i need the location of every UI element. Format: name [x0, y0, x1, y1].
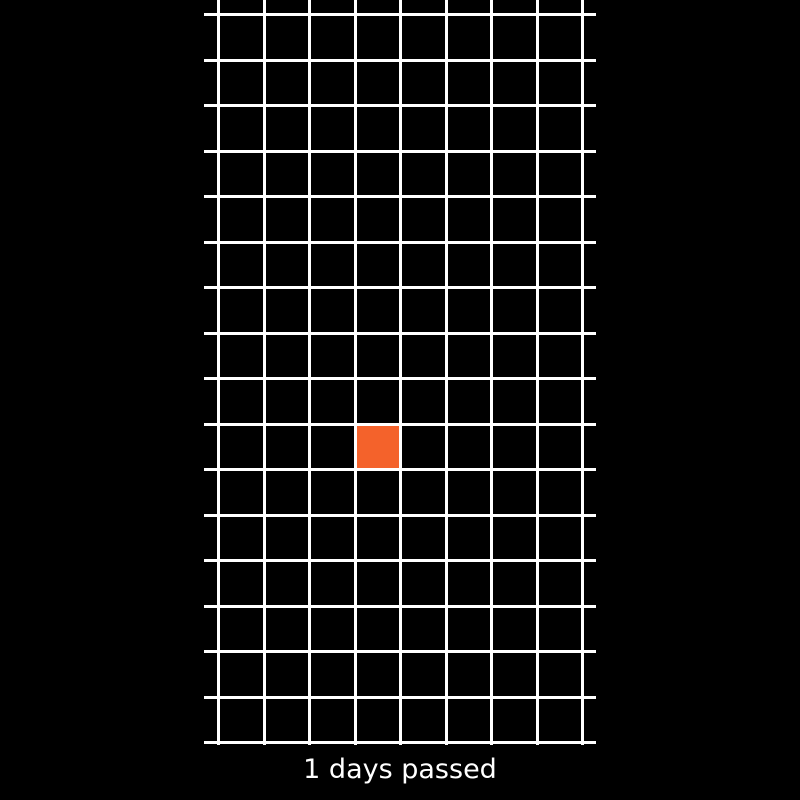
days-passed-label: 1 days passed: [303, 754, 497, 785]
grid-column-line: [353, 0, 357, 745]
player-square: [356, 425, 399, 468]
grid-column-line: [399, 0, 402, 745]
grid-column-line: [535, 0, 539, 745]
grid-column-line: [581, 0, 584, 745]
grid-column-line: [262, 0, 266, 745]
grid-column-line: [490, 0, 493, 745]
grid-column-line: [217, 0, 220, 745]
grid-column-line: [308, 0, 311, 745]
grid-column-line: [444, 0, 448, 745]
